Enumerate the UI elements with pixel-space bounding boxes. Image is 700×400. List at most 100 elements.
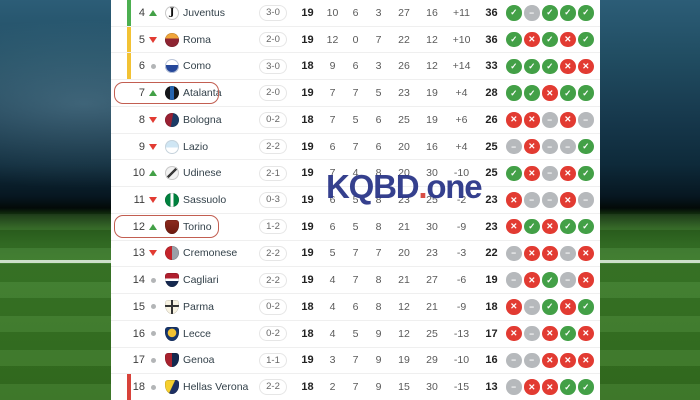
stat-played: 19: [301, 274, 314, 287]
table-row[interactable]: 15 Parma 0-2 18 4 6 8 12 21 -9 18 ✕ − ✓ ✕ ✓: [111, 294, 600, 321]
table-row[interactable]: 5 Roma 2-0 19 12 0 7 22 12 +10 36 ✓ ✕ ✓ ✕ ✓: [111, 26, 600, 54]
stat-played: 19: [301, 87, 314, 100]
stat-goals-for: 19: [398, 354, 410, 367]
table-row[interactable]: 6 Como 3-0 18 9 6 3 26 12 +14 33 ✓ ✓ ✓ ✕ ✕: [111, 53, 600, 81]
position-number: 16: [132, 327, 145, 340]
form-icons: ✓ ✓ ✓ ✕ ✕: [506, 58, 596, 75]
trend-indicator: [145, 90, 161, 97]
last-match-score[interactable]: 0-2: [259, 112, 287, 128]
stat-losses: 8: [375, 274, 382, 287]
form-draw-icon: −: [560, 272, 576, 288]
team-logo-cell: [161, 193, 183, 207]
table-row[interactable]: 18 Hellas Verona 2-2 18 2 7 9 15 30 -15 …: [111, 374, 600, 400]
trend-indicator: [145, 170, 161, 177]
position-number: 17: [132, 354, 145, 367]
team-logo-juventus: [165, 5, 179, 20]
stat-draws: 7: [352, 247, 359, 260]
team-logo-cell: [161, 380, 183, 395]
last-match-score[interactable]: 0-3: [259, 192, 287, 208]
stat-losses: 7: [375, 33, 382, 46]
form-win-icon: ✓: [578, 165, 594, 182]
last-match-score[interactable]: 2-2: [259, 138, 287, 155]
stat-draws: 5: [352, 194, 359, 206]
qualification-stripe: [127, 53, 131, 80]
trend-same-icon: [150, 357, 156, 363]
last-match-cell: 2-2: [252, 272, 294, 288]
last-match-score[interactable]: 0-2: [259, 325, 287, 342]
last-match-score[interactable]: 2-2: [259, 379, 287, 395]
table-row[interactable]: 12 Torino 1-2 19 6 5 8 21 30 -9 23 ✕ ✓ ✕ ✓ ✓: [111, 214, 600, 241]
stat-points: 16: [485, 354, 498, 367]
position-number: 9: [138, 140, 145, 153]
stat-goal-diff: -13: [453, 327, 470, 340]
last-match-score[interactable]: 0-2: [259, 299, 287, 315]
table-row[interactable]: 9 Lazio 2-2 19 6 7 6 20 16 +4 25 − ✕ − − ✓: [111, 134, 600, 161]
table-row[interactable]: 7 Atalanta 2-0 19 7 7 5 23 19 +4 28 ✓ ✓ ✕ ✓…: [111, 80, 600, 107]
form-win-icon: ✓: [560, 325, 576, 342]
stat-wins: 6: [329, 194, 336, 206]
team-name: Lazio: [183, 140, 209, 153]
stat-goal-diff: -6: [456, 274, 467, 287]
form-loss-icon: ✕: [524, 165, 540, 182]
last-match-score[interactable]: 2-2: [259, 272, 287, 288]
stat-draws: 6: [352, 60, 359, 73]
qualification-stripe: [127, 26, 131, 53]
table-row[interactable]: 11 Sassuolo 0-3 19 6 5 8 23 25 -2 23 ✕ − −…: [111, 187, 600, 214]
last-match-score[interactable]: 1-2: [259, 219, 287, 235]
team-logo-udinese: [165, 166, 179, 181]
stat-wins: 2: [329, 381, 336, 394]
last-match-score[interactable]: 2-2: [259, 245, 287, 262]
qualification-stripe: [127, 0, 131, 26]
trend-same-icon: [150, 63, 156, 69]
stat-played: 18: [301, 327, 314, 340]
last-match-score[interactable]: 2-0: [259, 85, 287, 101]
last-match-cell: 2-2: [252, 245, 294, 262]
stat-goal-diff: +6: [455, 113, 468, 126]
form-loss-icon: ✕: [506, 218, 522, 235]
stat-played: 19: [301, 167, 314, 180]
stat-wins: 6: [329, 140, 336, 153]
stat-played: 18: [301, 113, 314, 126]
stat-goals-for: 22: [398, 33, 410, 46]
form-win-icon: ✓: [506, 58, 522, 75]
stat-goal-diff: -2: [456, 194, 467, 206]
stat-points: 19: [485, 274, 498, 287]
form-draw-icon: −: [506, 272, 522, 288]
stat-points: 36: [485, 33, 498, 46]
table-row[interactable]: 17 Genoa 1-1 19 3 7 9 19 29 -10 16 − − ✕ ✕ ✕: [111, 348, 600, 375]
last-match-score[interactable]: 2-1: [259, 165, 287, 181]
table-row[interactable]: 8 Bologna 0-2 18 7 5 6 25 19 +6 26 ✕ ✕ − ✕ −: [111, 107, 600, 134]
stat-draws: 7: [352, 274, 359, 287]
table-row[interactable]: 14 Cagliari 2-2 19 4 7 8 21 27 -6 19 − ✕ ✓…: [111, 267, 600, 295]
table-row[interactable]: 13 Cremonese 2-2 19 5 7 7 20 23 -3 22 − ✕…: [111, 241, 600, 268]
team-logo-cell: [161, 353, 183, 368]
trend-down-icon: [149, 250, 157, 257]
table-row[interactable]: 16 Lecce 0-2 18 4 5 9 12 25 -13 17 ✕ − ✕ ✓ ✕: [111, 321, 600, 348]
table-row[interactable]: 4 Juventus 3-0 19 10 6 3 27 16 +11 36 ✓−…: [111, 0, 600, 27]
team-name: Cremonese: [183, 247, 238, 260]
last-match-score[interactable]: 2-0: [259, 31, 287, 48]
last-match-score[interactable]: 1-1: [259, 352, 287, 369]
form-loss-icon: ✕: [542, 352, 558, 369]
team-logo-cell: [161, 273, 183, 288]
stat-goals-for: 20: [398, 247, 410, 260]
form-draw-icon: −: [524, 352, 540, 369]
form-win-icon: ✓: [560, 85, 576, 101]
team-logo-lazio: [165, 139, 179, 154]
stat-points: 33: [485, 60, 498, 73]
stat-goals-for: 15: [398, 381, 410, 394]
stat-goals-against: 30: [426, 220, 438, 233]
table-row[interactable]: 10 Udinese 2-1 19 7 4 8 20 30 -10 25 ✓ ✕ −…: [111, 160, 600, 188]
stat-played: 19: [301, 33, 314, 46]
stat-goal-diff: +14: [452, 60, 471, 73]
stat-wins: 10: [326, 6, 339, 19]
stat-goals-for: 21: [398, 220, 410, 233]
last-match-cell: 1-2: [252, 219, 294, 235]
last-match-score[interactable]: 3-0: [259, 58, 287, 75]
position-number: 7: [138, 87, 145, 100]
last-match-cell: 0-2: [252, 325, 294, 342]
trend-up-icon: [149, 90, 157, 97]
last-match-score[interactable]: 3-0: [259, 5, 287, 21]
stat-points: 13: [485, 381, 498, 394]
stat-goals-for: 26: [398, 60, 410, 73]
